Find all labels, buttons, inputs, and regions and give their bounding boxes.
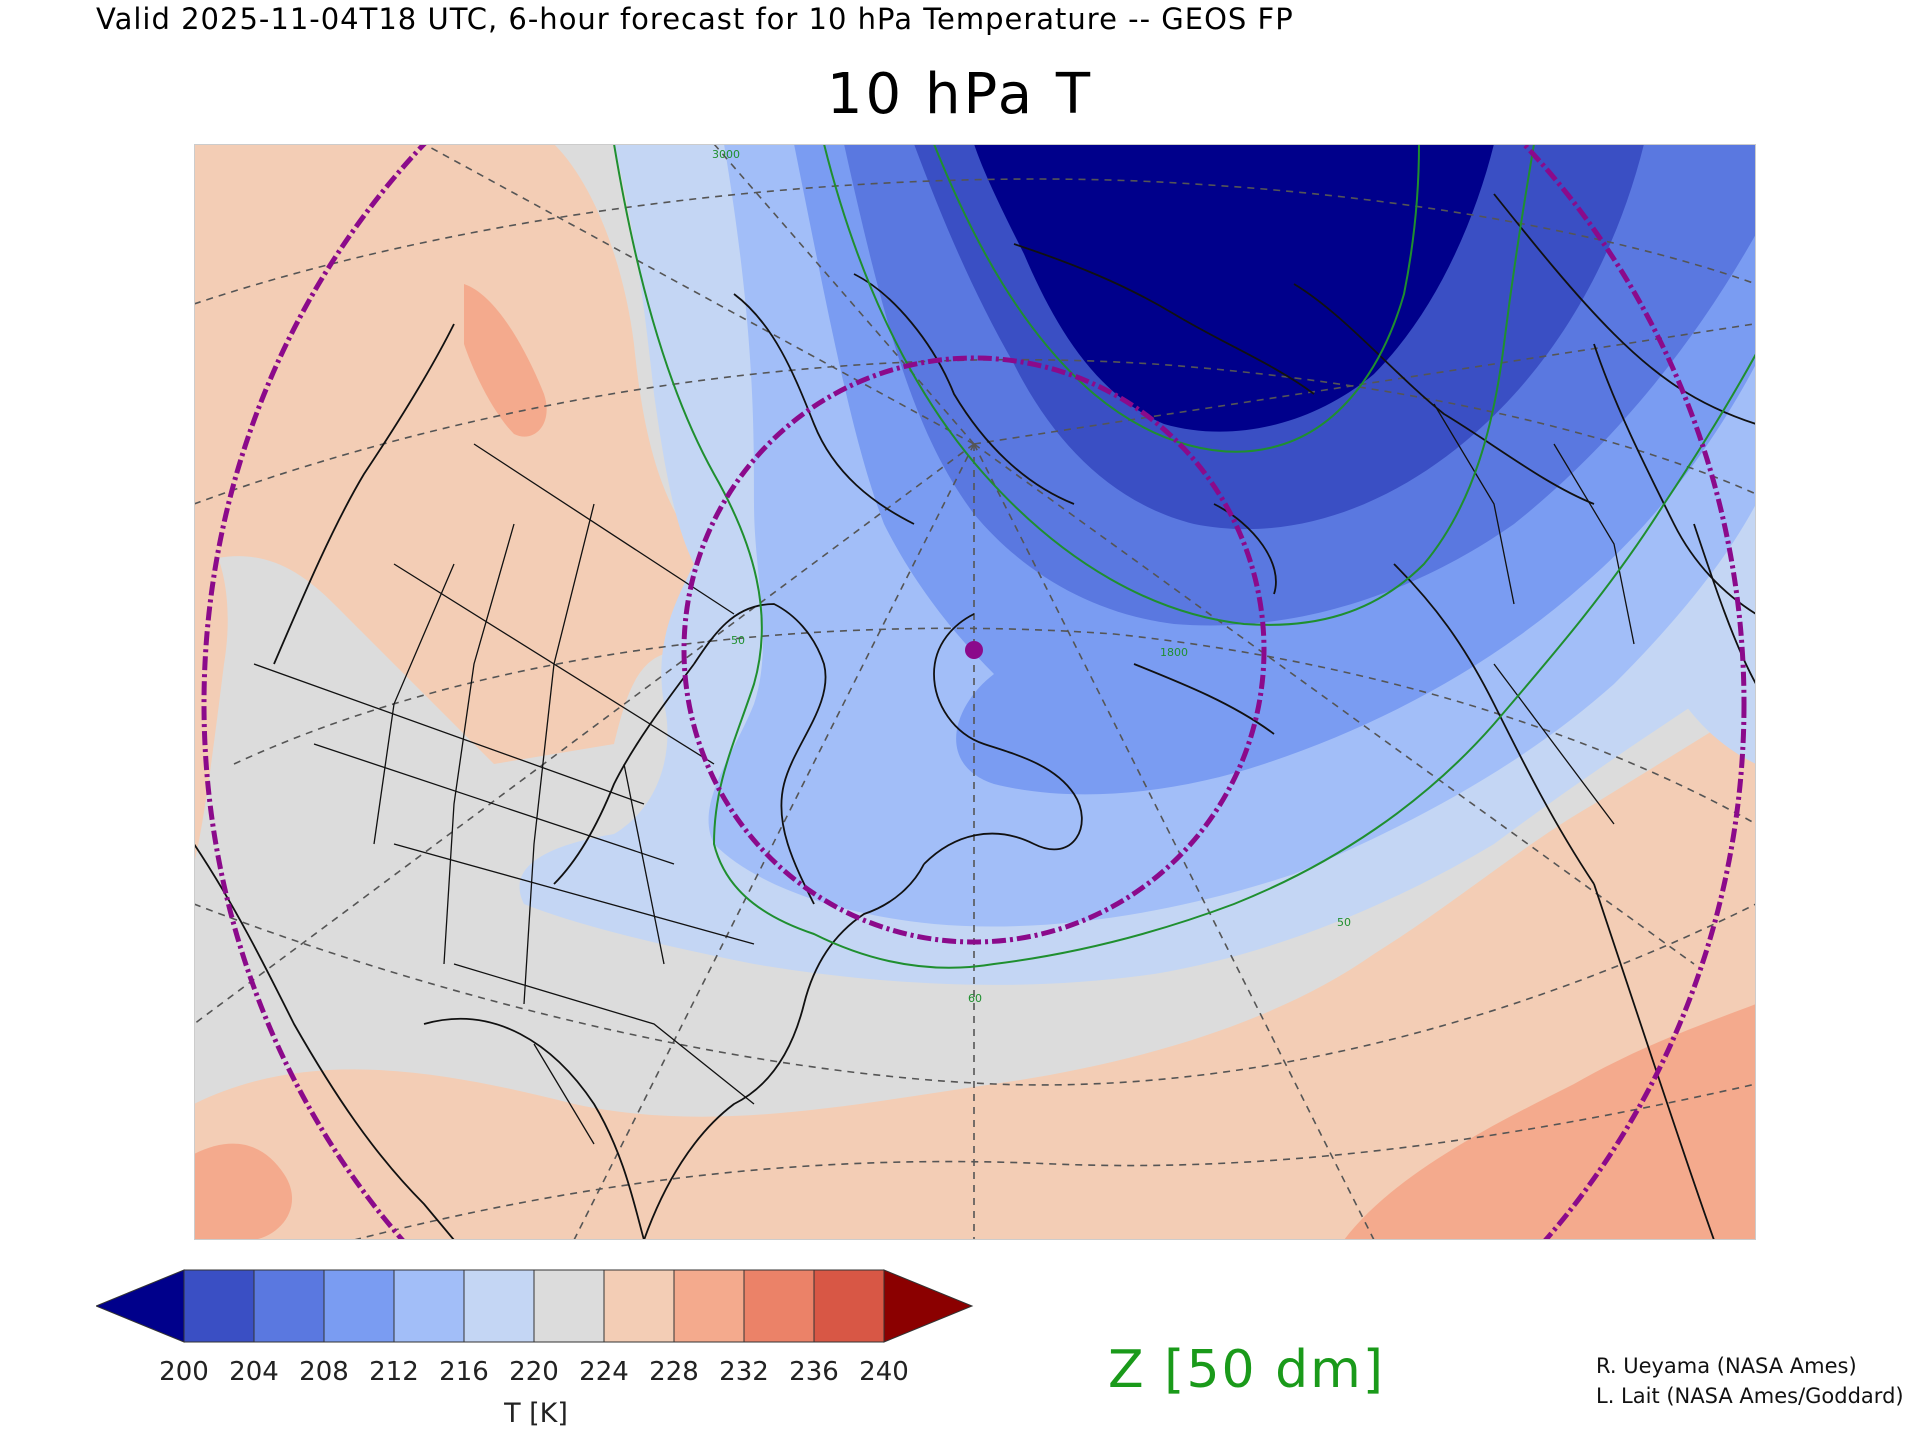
- valid-time-header: Valid 2025-11-04T18 UTC, 6-hour forecast…: [96, 2, 1294, 36]
- colorbar-tick: 224: [579, 1357, 629, 1387]
- colorbar-tick: 200: [159, 1357, 209, 1387]
- graticule: [194, 144, 1756, 1240]
- contour-label: 60: [968, 992, 982, 1005]
- colorbar-swatch: [323, 1269, 395, 1343]
- range-ring-outer: [201, 144, 1747, 1240]
- colorbar-tick: 228: [649, 1357, 699, 1387]
- colorbar-below-range-arrow: [96, 1269, 185, 1343]
- colorbar-swatch: [603, 1269, 675, 1343]
- contour-label: 50: [1337, 916, 1351, 929]
- contour-label: 50: [731, 634, 745, 647]
- colorbar-tick: 220: [509, 1357, 559, 1387]
- colorbar-above-range-arrow: [883, 1269, 974, 1343]
- temperature-field-warm-sw: [194, 1143, 293, 1240]
- temperature-field-warm-west: [194, 524, 228, 864]
- colorbar-swatch: [463, 1269, 535, 1343]
- credit-line: L. Lait (NASA Ames/Goddard): [1596, 1384, 1904, 1408]
- colorbar-tick: 236: [789, 1357, 839, 1387]
- colorbar-swatch: [673, 1269, 745, 1343]
- station-marker: [965, 641, 983, 659]
- geopotential-contours: [613, 144, 1756, 969]
- contour-label: 1800: [1160, 646, 1188, 659]
- colorbar-tick: 204: [229, 1357, 279, 1387]
- colorbar-swatch: [813, 1269, 885, 1343]
- temperature-field-warm-south: [194, 704, 1756, 1240]
- temperature-field-cold-core: [974, 144, 1494, 432]
- forecast-map: 3000 50 1800 60 50: [194, 144, 1756, 1240]
- range-rings: [201, 144, 1747, 1240]
- colorbar-swatch: [183, 1269, 255, 1343]
- colorbar-tick-labels: 200 204 208 212 216 220 224 228 232 236 …: [159, 1357, 909, 1387]
- colorbar-swatches: [96, 1269, 974, 1343]
- range-ring-inner: [681, 355, 1267, 945]
- colorbar-tick: 208: [299, 1357, 349, 1387]
- colorbar-units-label: T [K]: [503, 1398, 568, 1428]
- colorbar-tick: 212: [369, 1357, 419, 1387]
- temperature-field-warm-nw-inner: [464, 284, 547, 437]
- geopotential-legend-label: Z [50 dm]: [1108, 1340, 1386, 1400]
- contour-labels: 3000 50 1800 60 50: [712, 148, 1351, 1005]
- map-title: 10 hPa T: [826, 62, 1094, 127]
- colorbar-swatch: [743, 1269, 815, 1343]
- temperature-field-warm-nw: [194, 144, 735, 764]
- coastlines: [194, 193, 1756, 1240]
- colorbar-swatch: [533, 1269, 605, 1343]
- colorbar-tick: 232: [719, 1357, 769, 1387]
- contour-label: 3000: [712, 148, 740, 161]
- colorbar-tick: 240: [859, 1357, 909, 1387]
- temperature-colorbar: 200 204 208 212 216 220 224 228 232 236 …: [96, 1269, 974, 1428]
- colorbar-swatch: [393, 1269, 465, 1343]
- colorbar-tick: 216: [439, 1357, 489, 1387]
- colorbar-swatch: [253, 1269, 325, 1343]
- credit-line: R. Ueyama (NASA Ames): [1596, 1354, 1857, 1378]
